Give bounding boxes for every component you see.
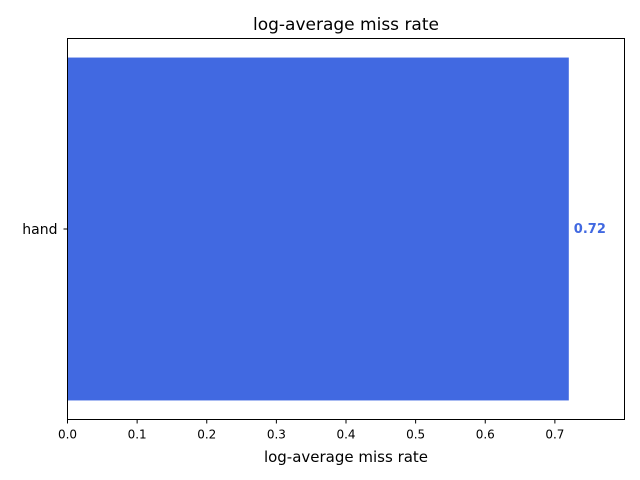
data-label-hand: 0.72 (574, 222, 606, 237)
x-tick-label: 0.1 (128, 428, 147, 442)
x-tick-label: 0.5 (406, 428, 425, 442)
x-tick-label: 0.3 (267, 428, 286, 442)
x-tick-label: 0.2 (197, 428, 216, 442)
x-tick-label: 0.0 (58, 428, 77, 442)
plot-frame (67, 38, 625, 420)
x-tick-label: 0.4 (336, 428, 355, 442)
chart-title: log-average miss rate (253, 15, 439, 35)
x-tick-label: 0.7 (545, 428, 564, 442)
x-axis-label: log-average miss rate (264, 448, 428, 466)
plot-area: 0.72 hand 0.0 0.1 0.2 0.3 0.4 0.5 0.6 0.7 (22, 57, 606, 442)
bar-hand (67, 57, 569, 401)
y-tick-label-hand: hand (22, 222, 57, 238)
x-tick-label: 0.6 (476, 428, 495, 442)
